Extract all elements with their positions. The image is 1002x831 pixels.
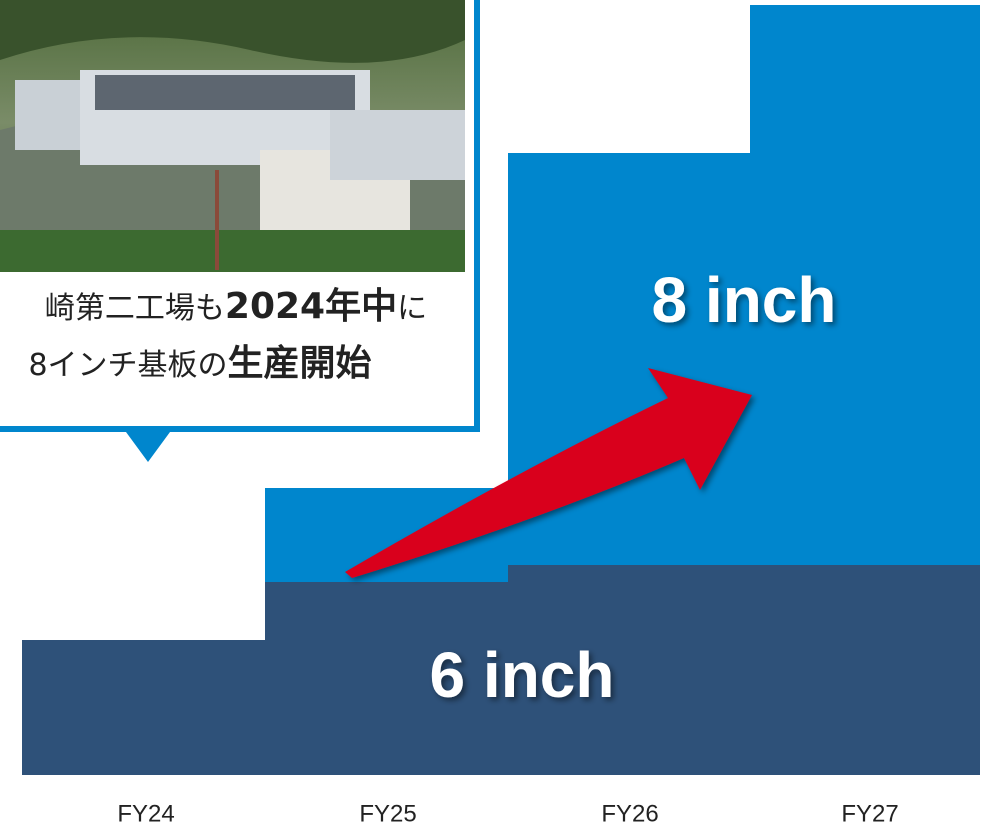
text-bold: 2024年中 (225, 286, 397, 327)
segment-label: 8 inch (652, 264, 837, 336)
segment-label: 6 inch (430, 639, 615, 711)
growth-arrow (345, 368, 752, 578)
text-bold: 生産開始 (228, 343, 372, 384)
category-label: FY26 (601, 800, 658, 827)
category-label: FY25 (359, 800, 416, 827)
text-normal: 8インチ基板の (28, 348, 227, 383)
text-normal: 崎第二工場も (45, 291, 225, 326)
category-label: FY24 (117, 800, 174, 827)
callout-pointer (126, 432, 170, 462)
factory-photo (0, 0, 465, 272)
callout-line: 8インチ基板の生産開始 (28, 343, 371, 384)
lower-area (22, 565, 980, 775)
text-normal: に (397, 291, 427, 326)
callout-line: 崎第二工場も2024年中に (45, 286, 427, 327)
category-label: FY27 (841, 800, 898, 827)
